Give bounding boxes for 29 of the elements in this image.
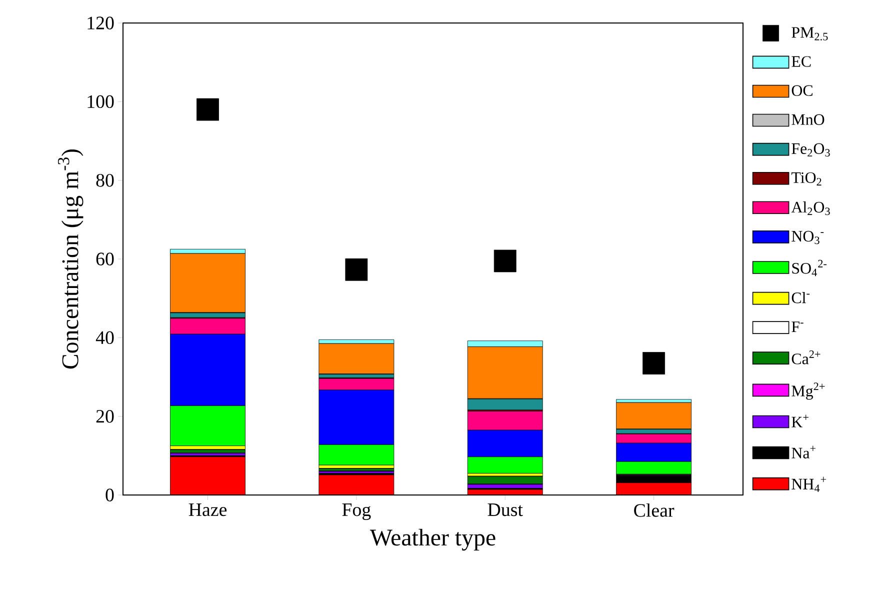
legend-label: MnO [792, 114, 824, 125]
x-tick-label: Dust [488, 504, 523, 516]
legend-label: Na$^{+}$ [792, 446, 816, 458]
y-tick-label: 100 [88, 95, 114, 108]
y-tick-label: 120 [88, 16, 114, 30]
legend-label: PM$_{2.5}$ [792, 27, 828, 40]
legend-label: Ca$^{2+}$ [792, 350, 820, 364]
x-axis-title: Weather type [370, 528, 496, 551]
y-tick-label: 0 [106, 488, 114, 502]
y-tick-label: 80 [96, 174, 114, 187]
x-tick-label: Clear [634, 504, 674, 517]
y-tick-label: 20 [96, 410, 114, 423]
legend-label: NH$_{4}$+ [792, 476, 826, 492]
legend-label: NO$_{3}$- [792, 230, 824, 244]
legend-label: K$^{+}$ [792, 414, 808, 428]
x-tick-label: Fog [342, 504, 371, 520]
y-axis-title: Concentration (μg m$^{-3}$) [58, 149, 84, 369]
legend-label: TiO$_{2}$ [791, 172, 822, 186]
legend-label: F$^{-}$ [792, 322, 804, 332]
legend-label: Mg$^{2+}$ [792, 382, 825, 400]
legend-label: OC [792, 85, 812, 96]
legend-label: Fe$_{2}$O$_{3}$ [792, 143, 830, 157]
legend-label: EC [792, 56, 811, 67]
x-tick-label: Haze [188, 504, 227, 516]
legend-label: SO$_{4}$2- [792, 260, 827, 276]
legend-label: Cl$^{-}$ [792, 292, 810, 304]
y-tick-label: 40 [96, 331, 114, 344]
legend-label: Al$_{2}$O$_{3}$ [791, 201, 830, 216]
y-tick-label: 60 [96, 252, 114, 266]
